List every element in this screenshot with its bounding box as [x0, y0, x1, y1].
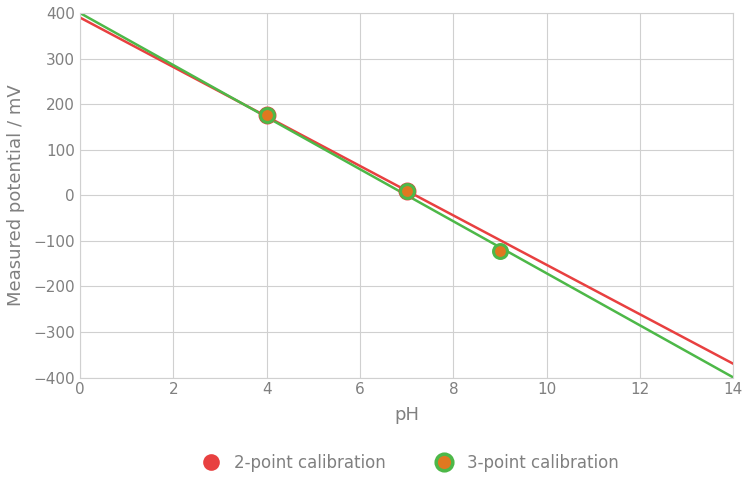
Legend: 2-point calibration, 3-point calibration: 2-point calibration, 3-point calibration: [188, 447, 626, 479]
Point: [400, 187, 412, 195]
X-axis label: pH: pH: [394, 406, 419, 424]
Y-axis label: Measured potential / mV: Measured potential / mV: [7, 84, 25, 306]
Point: [260, 112, 272, 120]
Point: [494, 247, 506, 255]
Point: [400, 187, 412, 195]
Point: [260, 112, 272, 120]
